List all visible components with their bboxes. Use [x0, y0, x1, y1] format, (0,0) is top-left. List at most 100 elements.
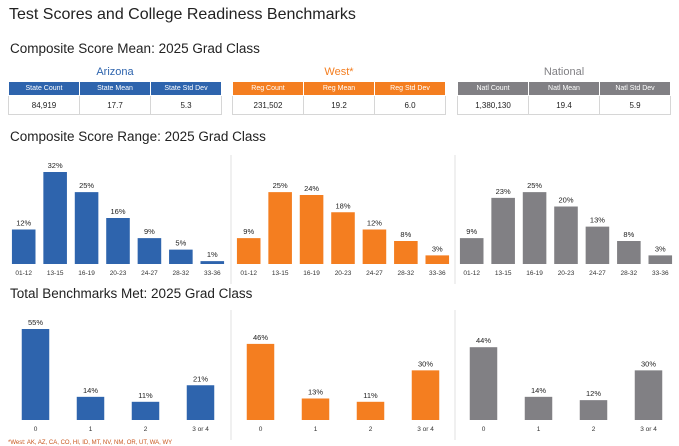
benchmarks-section-title: Total Benchmarks Met: 2025 Grad Class	[10, 286, 253, 301]
west-value-label: 13%	[308, 387, 323, 396]
national-bar	[634, 370, 663, 420]
west-title: West*	[324, 66, 354, 78]
national-bar	[459, 238, 484, 264]
arizona-bar	[186, 385, 215, 420]
arizona-bar	[11, 229, 36, 264]
west-bar	[246, 343, 275, 420]
west-value-label: 12%	[367, 219, 382, 228]
arizona-value-label: 9%	[144, 227, 155, 236]
stat-value: 19.4	[528, 95, 600, 115]
national-category-label: 28-32	[621, 270, 638, 277]
national-category-label: 20-23	[558, 270, 575, 277]
arizona-bar	[131, 401, 160, 420]
west-category-label: 20-23	[335, 270, 352, 277]
stat-header: Natl Mean	[528, 81, 600, 96]
west-bar	[362, 229, 387, 264]
arizona-bar	[200, 261, 225, 264]
national-stats-table: Natl Count Natl Mean Natl Std Dev 1,380,…	[457, 81, 671, 115]
west-category-label: 0	[259, 426, 263, 433]
national-value-label: 20%	[558, 196, 573, 205]
arizona-value-label: 21%	[193, 374, 208, 383]
national-category-label: 33-36	[652, 270, 669, 277]
arizona-category-label: 2	[144, 426, 148, 433]
west-bar	[394, 241, 418, 264]
west-value-label: 46%	[253, 333, 268, 342]
stat-header: Natl Std Dev	[599, 81, 671, 96]
arizona-category-label: 33-36	[204, 270, 221, 277]
arizona-bar	[169, 249, 193, 264]
national-category-label: 24-27	[589, 270, 606, 277]
west-value-label: 9%	[243, 227, 254, 236]
national-value-label: 8%	[623, 230, 634, 239]
west-value-label: 8%	[400, 230, 411, 239]
west-category-label: 01-12	[240, 270, 257, 277]
stat-header: Natl Count	[457, 81, 529, 96]
arizona-bar	[43, 172, 67, 264]
stat-header: Reg Count	[232, 81, 304, 96]
west-category-label: 28-32	[398, 270, 415, 277]
arizona-value-label: 5%	[175, 239, 186, 248]
stat-value: 6.0	[374, 95, 446, 115]
west-category-label: 3 or 4	[417, 426, 434, 433]
arizona-value-label: 16%	[110, 207, 125, 216]
arizona-category-label: 0	[34, 426, 38, 433]
stat-value: 231,502	[232, 95, 304, 115]
page-title: Test Scores and College Readiness Benchm…	[9, 6, 356, 23]
national-category-label: 16-19	[526, 270, 543, 277]
arizona-bar	[76, 396, 105, 420]
national-bar	[554, 206, 578, 264]
national-bar	[469, 347, 498, 420]
national-value-label: 3%	[655, 244, 666, 253]
west-value-label: 18%	[335, 201, 350, 210]
stat-value: 5.9	[599, 95, 671, 115]
west-bar	[425, 255, 450, 264]
stat-header: State Count	[8, 81, 80, 96]
arizona-stats-table: State Count State Mean State Std Dev 84,…	[8, 81, 222, 115]
arizona-category-label: 16-19	[78, 270, 95, 277]
arizona-value-label: 25%	[79, 181, 94, 190]
west-value-label: 24%	[304, 184, 319, 193]
national-value-label: 30%	[641, 359, 656, 368]
national-category-label: 01-12	[463, 270, 480, 277]
arizona-bar	[21, 329, 50, 420]
arizona-category-label: 28-32	[173, 270, 190, 277]
national-bar	[585, 226, 610, 264]
mean-section-title: Composite Score Mean: 2025 Grad Class	[10, 41, 260, 56]
arizona-category-label: 24-27	[141, 270, 158, 277]
west-stats-table: Reg Count Reg Mean Reg Std Dev 231,502 1…	[232, 81, 446, 115]
west-value-label: 3%	[432, 244, 443, 253]
west-bar	[268, 192, 292, 264]
arizona-category-label: 20-23	[110, 270, 127, 277]
west-stats-panel: West* Reg Count Reg Mean Reg Std Dev 231…	[232, 64, 446, 115]
arizona-bar	[106, 218, 130, 264]
west-value-label: 25%	[273, 181, 288, 190]
national-value-label: 14%	[531, 386, 546, 395]
arizona-value-label: 55%	[28, 318, 43, 327]
west-bar	[356, 401, 385, 420]
stat-header: Reg Mean	[303, 81, 375, 96]
west-bar	[236, 238, 261, 264]
arizona-category-label: 01-12	[15, 270, 32, 277]
national-bar	[524, 396, 553, 420]
stat-value: 84,919	[8, 95, 80, 115]
arizona-value-label: 12%	[16, 219, 31, 228]
arizona-bar	[74, 192, 99, 264]
national-value-label: 25%	[527, 181, 542, 190]
arizona-value-label: 14%	[83, 386, 98, 395]
national-category-label: 1	[537, 426, 541, 433]
west-value-label: 11%	[363, 391, 378, 400]
national-bar	[522, 192, 547, 264]
national-value-label: 12%	[586, 389, 601, 398]
national-value-label: 9%	[466, 227, 477, 236]
west-category-label: 24-27	[366, 270, 383, 277]
arizona-bar	[137, 238, 162, 264]
arizona-category-label: 3 or 4	[192, 426, 209, 433]
west-bar	[301, 398, 330, 420]
stat-header: State Mean	[79, 81, 151, 96]
region-footnote: *West: AK, AZ, CA, CO, HI, ID, MT, NV, N…	[8, 440, 173, 446]
national-bar	[617, 241, 641, 264]
west-bar	[331, 212, 355, 264]
national-value-label: 13%	[590, 216, 605, 225]
composite-range-chart: 12% 01-12 32% 13-15 25% 16-19 16% 20-23 9% 24-27 5…	[11, 155, 673, 284]
stat-value: 17.7	[79, 95, 151, 115]
